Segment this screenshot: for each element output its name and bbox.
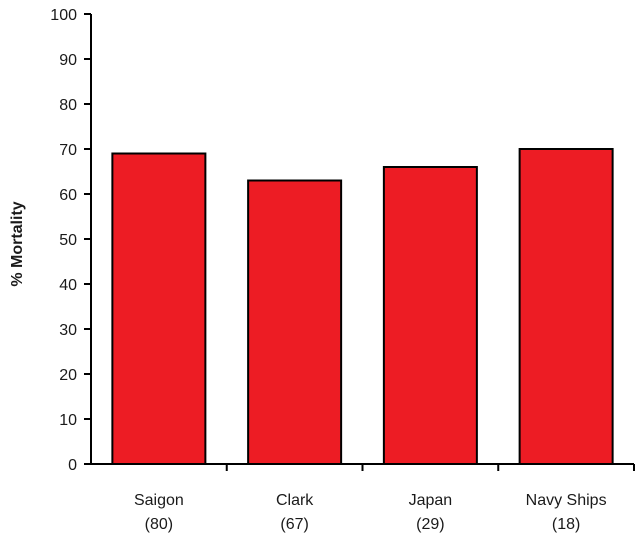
x-category-count: (67) [280, 516, 308, 533]
y-tick-label: 70 [59, 142, 77, 159]
x-category-label: Japan [409, 492, 453, 509]
y-tick-label: 50 [59, 232, 77, 249]
bar-saigon [111, 152, 207, 465]
y-axis-ticks: 0 10 20 30 40 50 60 70 80 90 100 [50, 7, 91, 474]
y-tick-label: 90 [59, 52, 77, 69]
y-axis-title: % Mortality [9, 201, 26, 286]
x-category-label: Navy Ships [526, 492, 607, 509]
x-category-label: Saigon [134, 492, 184, 509]
x-category-count: (18) [552, 516, 580, 533]
y-tick-label: 100 [50, 7, 77, 24]
bar-navy-ships [518, 148, 614, 465]
y-tick-label: 30 [59, 322, 77, 339]
x-category-count: (29) [416, 516, 444, 533]
y-tick-label: 0 [68, 457, 77, 474]
bar-clark [247, 179, 343, 465]
x-category-label: Clark [276, 492, 314, 509]
bar-japan [382, 166, 478, 465]
x-axis-ticks: Saigon (80) Clark (67) Japan (29) Navy Ships (1… [134, 464, 635, 533]
x-category-count: (80) [145, 516, 173, 533]
y-tick-label: 40 [59, 277, 77, 294]
bars [111, 148, 614, 465]
y-tick-label: 80 [59, 97, 77, 114]
y-tick-label: 60 [59, 187, 77, 204]
y-tick-label: 10 [59, 412, 77, 429]
y-tick-label: 20 [59, 367, 77, 384]
